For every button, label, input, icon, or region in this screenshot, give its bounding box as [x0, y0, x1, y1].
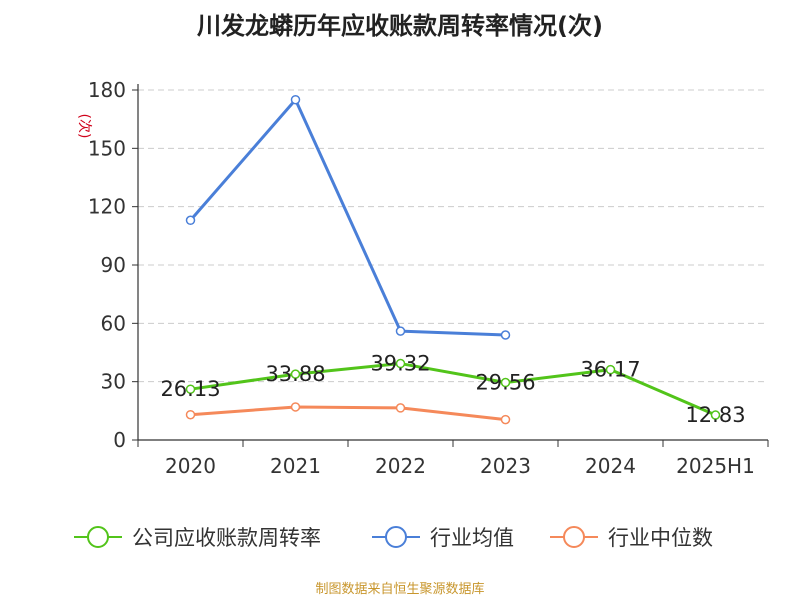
y-tick-label: 0	[113, 428, 126, 452]
legend-item: 公司应收账款周转率	[74, 526, 321, 550]
data-point	[710, 410, 721, 420]
data-label: 36.17	[580, 358, 640, 382]
legend-item: 行业均值	[372, 526, 514, 550]
data-point	[395, 403, 406, 413]
data-point	[500, 414, 511, 425]
data-point	[290, 94, 301, 105]
data-label: 29.56	[475, 371, 535, 395]
grid-lines	[138, 89, 768, 383]
x-tick-label: 2021	[270, 454, 321, 478]
data-point	[290, 369, 301, 379]
x-tick-label: 2023	[480, 454, 531, 478]
legend-marker	[385, 526, 407, 548]
data-point	[185, 409, 196, 420]
data-label: 39.32	[370, 352, 430, 376]
data-label: 12.83	[685, 403, 745, 427]
y-tick-label: 120	[88, 195, 126, 219]
legend-label: 行业中位数	[608, 526, 713, 550]
data-point	[500, 377, 511, 388]
data-label: 26.13	[160, 377, 220, 401]
x-tick-label: 2024	[585, 454, 636, 478]
y-tick-label: 60	[101, 311, 126, 335]
data-point	[290, 402, 301, 412]
data-point	[185, 215, 196, 226]
series-line	[189, 98, 506, 337]
y-tick-label: 30	[101, 370, 126, 394]
axes: 0 30 60 90 120 150 180 (次) 2020 2021 2022 2023 2024 2…	[76, 78, 769, 478]
series-line	[190, 362, 717, 417]
data-labels: 26.13 33.88 39.32 29.56 36.17 12.83	[160, 352, 745, 428]
y-tick-label: 150	[88, 136, 126, 160]
x-tick-label: 2022	[375, 454, 426, 478]
data-point	[395, 358, 406, 369]
legend-marker	[563, 526, 585, 548]
legend: 公司应收账款周转率 行业均值 行业中位数	[74, 526, 713, 550]
y-tick-label: 90	[101, 253, 126, 277]
y-axis-label: (次)	[76, 114, 92, 139]
legend-label: 公司应收账款周转率	[132, 526, 321, 550]
y-tick-label: 180	[88, 78, 126, 102]
x-tick-label: 2025H1	[676, 454, 755, 478]
data-point	[605, 364, 616, 375]
data-label: 33.88	[265, 362, 325, 386]
chart-title: 川发龙蟒历年应收账款周转率情况(次)	[197, 12, 603, 40]
legend-item: 行业中位数	[550, 526, 713, 550]
data-point	[395, 326, 406, 336]
x-tick-label: 2020	[165, 454, 216, 478]
series-lines	[185, 94, 721, 425]
data-point	[185, 384, 196, 394]
series-line	[190, 405, 506, 422]
legend-label: 行业均值	[430, 526, 514, 550]
source-footer: 制图数据来自恒生聚源数据库	[315, 582, 485, 597]
data-point	[500, 330, 511, 340]
legend-marker	[87, 526, 109, 548]
